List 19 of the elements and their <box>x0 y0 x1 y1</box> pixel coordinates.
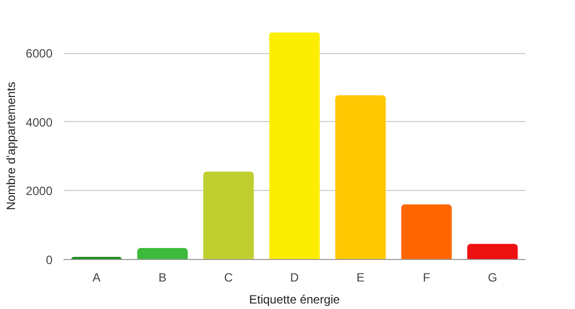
x-axis-title: Etiquette énergie <box>249 292 340 306</box>
y-axis-title: Nombre d'appartements <box>4 82 18 210</box>
bar <box>269 32 320 260</box>
x-tick-label: B <box>158 270 167 284</box>
bar <box>203 172 254 260</box>
y-tick-label: 0 <box>46 253 53 267</box>
bar <box>467 244 518 260</box>
bar <box>137 248 188 260</box>
x-tick-label: C <box>224 270 234 284</box>
x-tick-label: E <box>356 270 365 284</box>
x-tick-label: A <box>92 270 101 284</box>
bar <box>335 95 386 260</box>
bar <box>401 204 452 260</box>
y-tick-label: 4000 <box>26 115 53 130</box>
y-tick-label: 2000 <box>26 184 53 198</box>
x-tick-label: D <box>290 270 300 284</box>
y-tick-label: 6000 <box>26 46 53 61</box>
x-tick-label: F <box>422 270 430 284</box>
x-tick-label: G <box>488 270 498 284</box>
